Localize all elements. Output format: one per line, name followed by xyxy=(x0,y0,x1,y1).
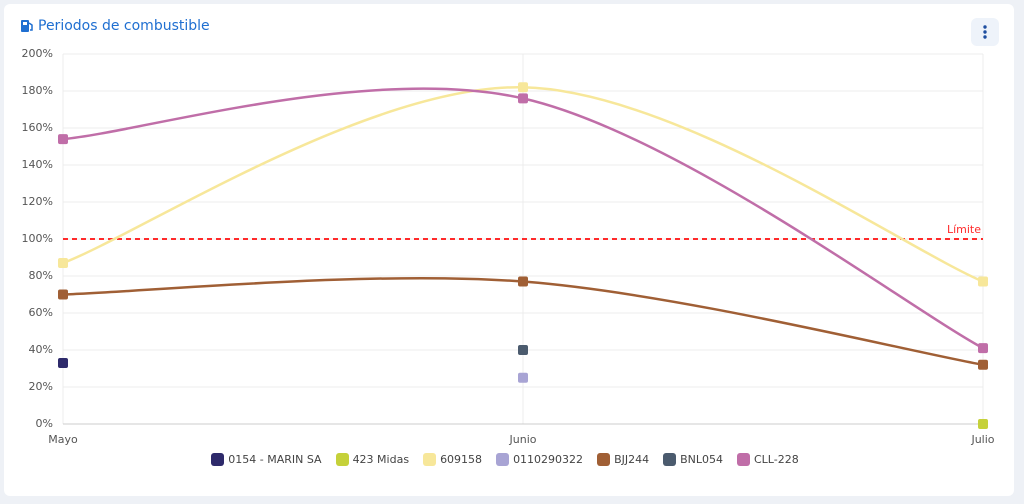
point xyxy=(518,82,528,93)
point xyxy=(518,93,528,104)
y-tick-label: 100% xyxy=(22,232,53,245)
legend-swatch xyxy=(423,453,437,466)
legend-swatch xyxy=(737,453,750,466)
y-tick-label: 140% xyxy=(22,158,53,171)
legend-label: BNL054 xyxy=(680,453,723,466)
point xyxy=(518,276,528,287)
legend-item[interactable]: 0110290322 xyxy=(496,453,583,466)
y-tick-label: 60% xyxy=(29,306,53,319)
legend-item[interactable]: BNL054 xyxy=(663,453,723,466)
point xyxy=(58,258,68,269)
fuel-icon xyxy=(21,20,33,32)
x-tick-label: Junio xyxy=(509,433,537,446)
y-tick-label: 0% xyxy=(36,417,53,430)
legend-label: 0110290322 xyxy=(513,453,584,466)
legend-swatch xyxy=(496,453,510,466)
point xyxy=(978,343,988,354)
y-tick-label: 20% xyxy=(29,380,53,393)
legend-label: 423 Midas xyxy=(352,453,410,466)
menu-icon xyxy=(983,25,987,39)
menu-button[interactable] xyxy=(971,18,999,46)
y-tick-label: 120% xyxy=(22,195,53,208)
point xyxy=(58,134,68,145)
point xyxy=(978,419,988,429)
title-row: Periodos de combustible xyxy=(20,18,210,34)
y-tick-label: 180% xyxy=(22,84,53,97)
legend-swatch xyxy=(663,453,677,466)
legend-label: 609158 xyxy=(440,453,483,466)
x-tick-label: Mayo xyxy=(48,433,78,446)
legend-item[interactable]: 423 Midas xyxy=(335,453,410,466)
reference-label: Límite xyxy=(947,223,981,236)
chart-title: Periodos de combustible xyxy=(38,18,210,34)
legend-item[interactable]: 609158 xyxy=(423,453,482,466)
y-tick-label: 80% xyxy=(29,269,53,282)
x-tick-label: Julio xyxy=(970,433,994,446)
legend: 0154 - MARIN SA 423 Midas 609158 0110290322… xyxy=(0,453,1010,466)
point xyxy=(978,359,988,370)
legend-label: BJJ244 xyxy=(614,453,650,466)
legend-label: 0154 - MARIN SA xyxy=(228,453,322,466)
legend-label: CLL-228 xyxy=(754,453,799,466)
legend-swatch xyxy=(597,453,611,466)
y-tick-label: 40% xyxy=(29,343,53,356)
legend-item[interactable]: BJJ244 xyxy=(597,453,649,466)
point xyxy=(58,289,68,300)
point xyxy=(518,372,528,383)
legend-swatch xyxy=(335,453,349,466)
y-tick-label: 160% xyxy=(22,121,53,134)
legend-swatch xyxy=(211,453,225,466)
point xyxy=(978,276,988,287)
point xyxy=(58,357,68,368)
card: Periodos de combustible xyxy=(4,4,1014,496)
point xyxy=(518,345,528,355)
y-tick-label: 200% xyxy=(22,47,53,60)
legend-item[interactable]: 0154 - MARIN SA xyxy=(211,453,322,466)
legend-item[interactable]: CLL-228 xyxy=(737,453,799,466)
